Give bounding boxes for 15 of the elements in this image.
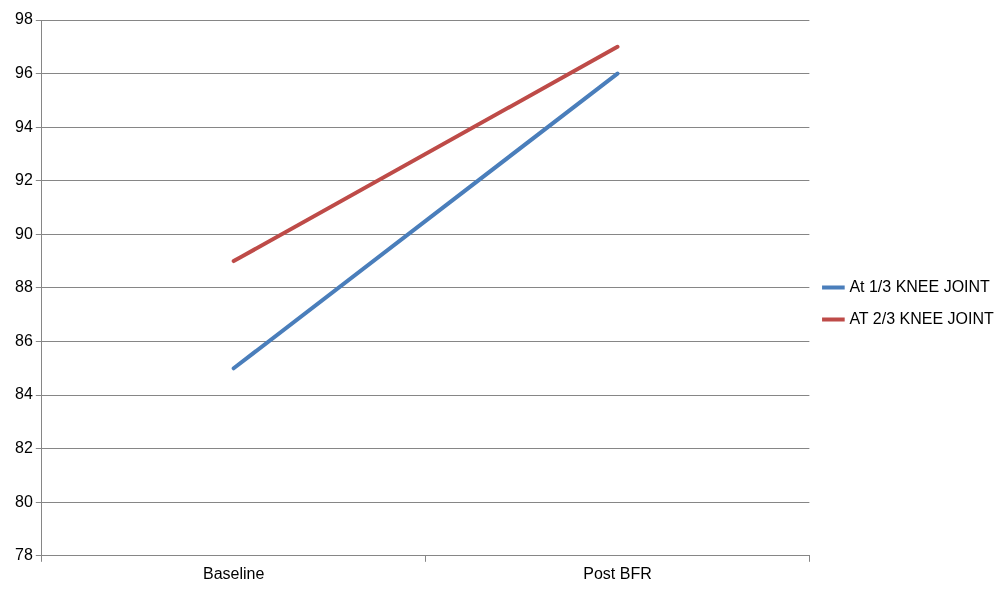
x-tick-label: Baseline xyxy=(203,564,265,582)
y-tick-label: 94 xyxy=(15,117,33,135)
y-tick-label: 90 xyxy=(15,224,33,242)
y-tick-label: 82 xyxy=(15,439,33,457)
y-tick-label: 88 xyxy=(15,278,33,296)
y-tick-label: 80 xyxy=(15,492,33,510)
legend-label: At 1/3 KNEE JOINT xyxy=(849,277,991,295)
y-tick-label: 96 xyxy=(15,63,33,81)
y-tick-label: 92 xyxy=(15,171,33,189)
y-tick-label: 84 xyxy=(15,385,33,403)
y-tick-label: 78 xyxy=(15,546,33,564)
y-tick-label: 86 xyxy=(15,331,33,349)
y-tick-label: 98 xyxy=(15,10,33,28)
legend-label: AT 2/3 KNEE JOINT xyxy=(849,309,994,327)
x-tick-label: Post BFR xyxy=(583,564,652,582)
